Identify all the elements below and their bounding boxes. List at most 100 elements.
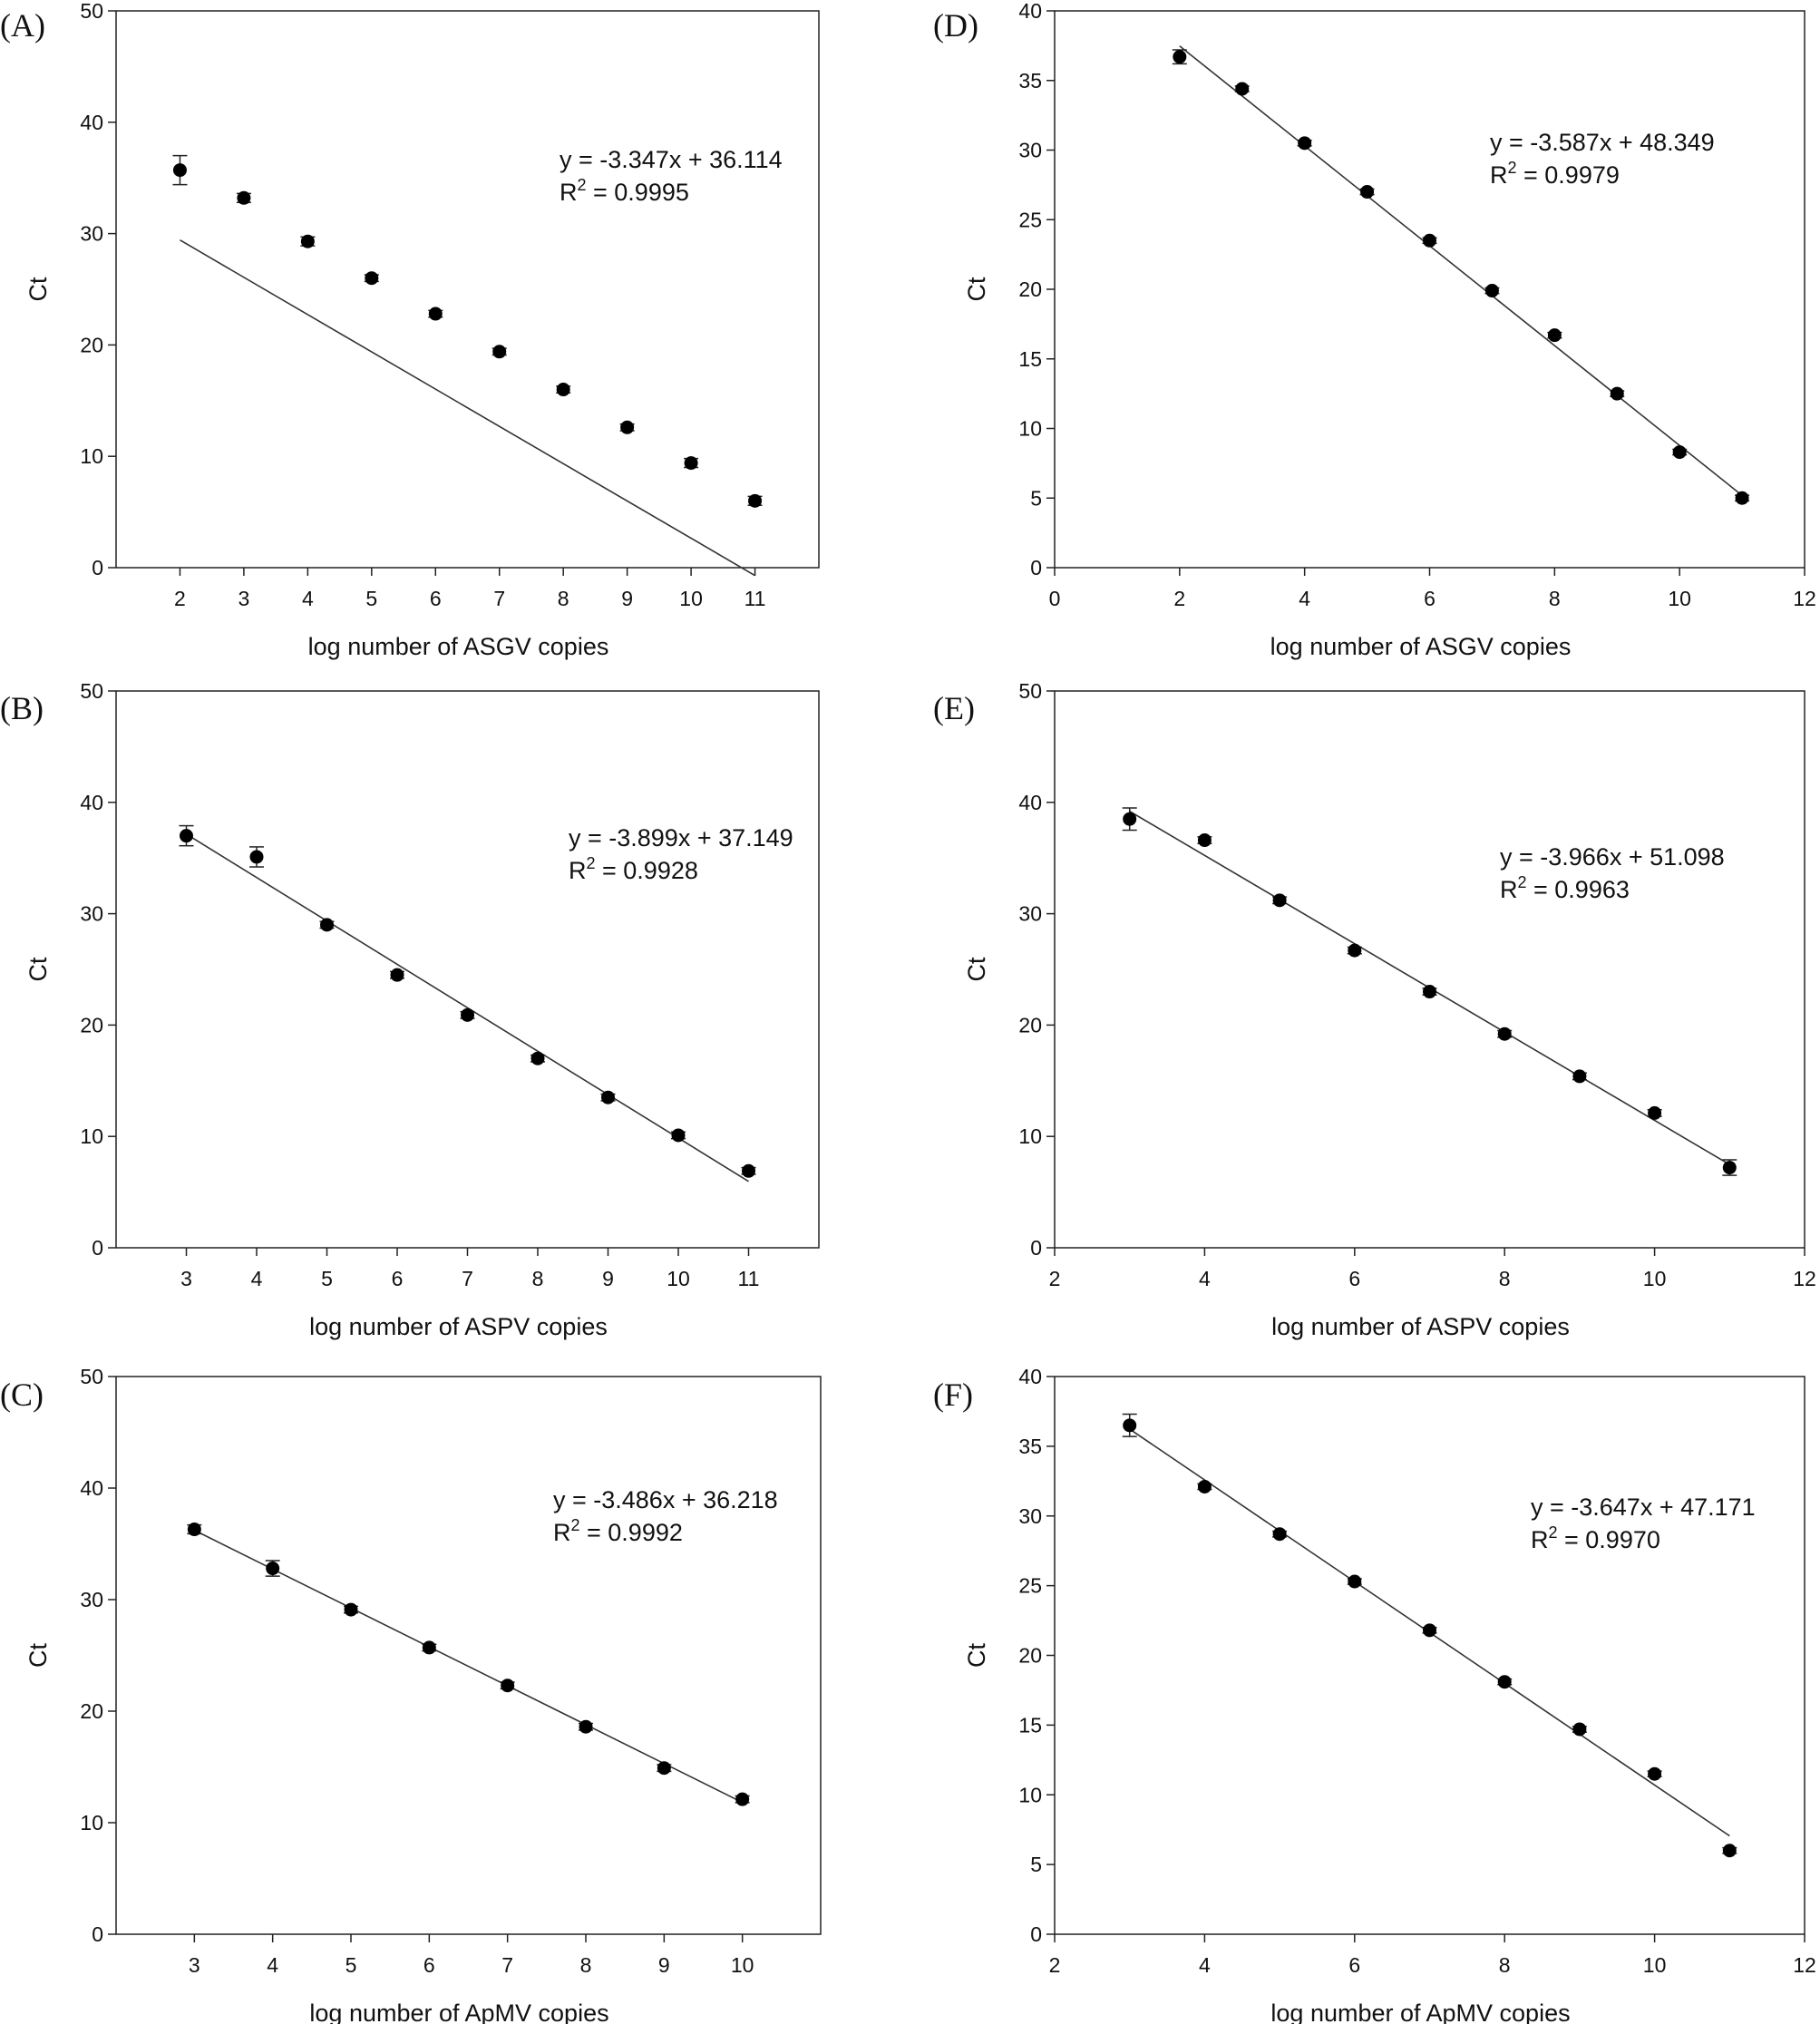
y-tick-label: 30 — [1018, 1504, 1042, 1528]
data-point — [461, 1007, 474, 1022]
plot-frame — [115, 10, 820, 569]
data-point — [579, 1719, 593, 1734]
x-tick-label: 8 — [1499, 1267, 1511, 1290]
data-point — [365, 271, 379, 286]
y-tick-label: 10 — [80, 1811, 103, 1834]
x-tick-label: 4 — [267, 1953, 278, 1977]
data-point — [1348, 943, 1362, 958]
panel-label: (A) — [0, 7, 45, 44]
x-tick-label: 9 — [621, 587, 633, 610]
r-squared-symbol: R — [553, 1519, 571, 1546]
r-squared-value: = 0.9970 — [1558, 1526, 1660, 1553]
x-tick-label: 8 — [1549, 587, 1561, 610]
r-squared: R2 = 0.9928 — [569, 854, 698, 884]
x-tick-label: 6 — [1348, 1953, 1360, 1977]
x-tick-label: 5 — [365, 587, 377, 610]
x-axis-title: log number of ApMV copies — [309, 2000, 608, 2024]
y-tick-label: 15 — [1018, 347, 1042, 371]
x-tick-label: 7 — [501, 1953, 513, 1977]
data-point — [428, 307, 443, 321]
x-tick-label: 4 — [1199, 1953, 1211, 1977]
y-tick-label: 0 — [92, 1236, 103, 1260]
y-tick-label: 40 — [80, 791, 103, 814]
r-squared-exponent: 2 — [587, 854, 596, 872]
data-point — [172, 163, 187, 178]
y-axis-title: Ct — [963, 1643, 990, 1668]
y-tick-label: 20 — [80, 1013, 103, 1036]
data-point — [492, 345, 507, 359]
panel-d: (D) 0 5 10 15 20 25 30 35 40 0 2 4 6 8 10 12 log number o… — [933, 0, 1816, 660]
y-tick-label: 20 — [1018, 277, 1042, 301]
r-squared-symbol: R — [1531, 1526, 1549, 1553]
panel-label: (F) — [933, 1377, 973, 1413]
y-tick-label: 40 — [1018, 0, 1042, 23]
x-tick-label: 8 — [580, 1953, 592, 1977]
plot-frame — [115, 1376, 822, 1935]
y-tick-label: 5 — [1030, 486, 1042, 510]
data-point — [422, 1640, 436, 1655]
r-squared-symbol: R — [560, 179, 578, 206]
y-tick-label: 0 — [92, 1922, 103, 1946]
x-tick-label: 6 — [1348, 1267, 1360, 1290]
x-tick-label: 2 — [1173, 587, 1185, 610]
y-tick-label: 0 — [1030, 556, 1042, 579]
regression-equation: y = -3.587x + 48.349 — [1490, 129, 1715, 156]
r-squared-exponent: 2 — [578, 176, 587, 194]
x-tick-label: 11 — [745, 587, 766, 610]
y-tick-label: 35 — [1018, 69, 1042, 92]
y-tick-label: 10 — [80, 444, 103, 468]
data-point — [320, 918, 334, 932]
r-squared: R2 = 0.9963 — [1500, 873, 1630, 903]
panel-b: (B) 0 10 20 30 40 50 3 4 5 6 7 8 9 10 11 log number of A… — [0, 679, 820, 1340]
y-tick-label: 50 — [1018, 679, 1042, 703]
x-tick-label: 7 — [462, 1267, 473, 1290]
r-squared-exponent: 2 — [1508, 159, 1517, 177]
r-squared-symbol: R — [1500, 876, 1518, 903]
panel-e: (E) 0 10 20 30 40 50 2 4 6 8 10 12 log number of ASPV… — [933, 679, 1816, 1340]
y-tick-label: 5 — [1030, 1853, 1042, 1876]
x-tick-label: 12 — [1793, 587, 1816, 610]
y-tick-label: 15 — [1018, 1713, 1042, 1737]
x-tick-label: 4 — [1299, 587, 1310, 610]
r-squared-exponent: 2 — [1518, 873, 1527, 891]
data-point — [180, 829, 193, 843]
data-point — [1722, 1844, 1737, 1858]
x-tick-label: 2 — [1049, 1953, 1061, 1977]
y-tick-label: 35 — [1018, 1435, 1042, 1458]
data-point — [1197, 1479, 1212, 1494]
y-tick-label: 20 — [80, 333, 103, 356]
data-point — [530, 1051, 545, 1066]
y-tick-label: 40 — [80, 111, 103, 134]
y-axis-title: Ct — [24, 277, 52, 301]
x-tick-label: 6 — [430, 587, 442, 610]
y-tick-label: 40 — [1018, 791, 1042, 814]
panel-label: (E) — [933, 690, 975, 726]
data-point — [344, 1602, 358, 1617]
regression-line — [1179, 45, 1743, 496]
r-squared-exponent: 2 — [1549, 1523, 1558, 1542]
data-point — [187, 1523, 201, 1537]
data-point — [1735, 491, 1749, 505]
panel-f: (F) 0 5 10 15 20 25 30 35 40 2 4 6 8 10 12 log number of… — [933, 1365, 1816, 2024]
data-point — [742, 1163, 755, 1178]
data-point — [1235, 82, 1250, 96]
x-tick-label: 7 — [493, 587, 505, 610]
y-tick-label: 20 — [1018, 1644, 1042, 1668]
x-tick-label: 8 — [558, 587, 569, 610]
data-point — [501, 1679, 515, 1693]
x-tick-label: 10 — [731, 1953, 754, 1977]
regression-equation: y = -3.647x + 47.171 — [1531, 1494, 1756, 1521]
y-tick-label: 25 — [1018, 1574, 1042, 1598]
data-point — [1298, 136, 1312, 151]
data-point — [1484, 284, 1499, 298]
data-point — [1423, 985, 1436, 999]
x-tick-label: 4 — [302, 587, 314, 610]
x-tick-label: 3 — [180, 1267, 192, 1290]
y-axis-title: Ct — [963, 277, 990, 301]
x-tick-label: 8 — [532, 1267, 544, 1290]
data-point — [1423, 1623, 1436, 1638]
x-tick-label: 6 — [392, 1267, 404, 1290]
panel-c: (C) 0 10 20 30 40 50 3 4 5 6 7 8 9 10 log number of ApM… — [0, 1365, 822, 2024]
plot-frame — [1054, 690, 1805, 1249]
